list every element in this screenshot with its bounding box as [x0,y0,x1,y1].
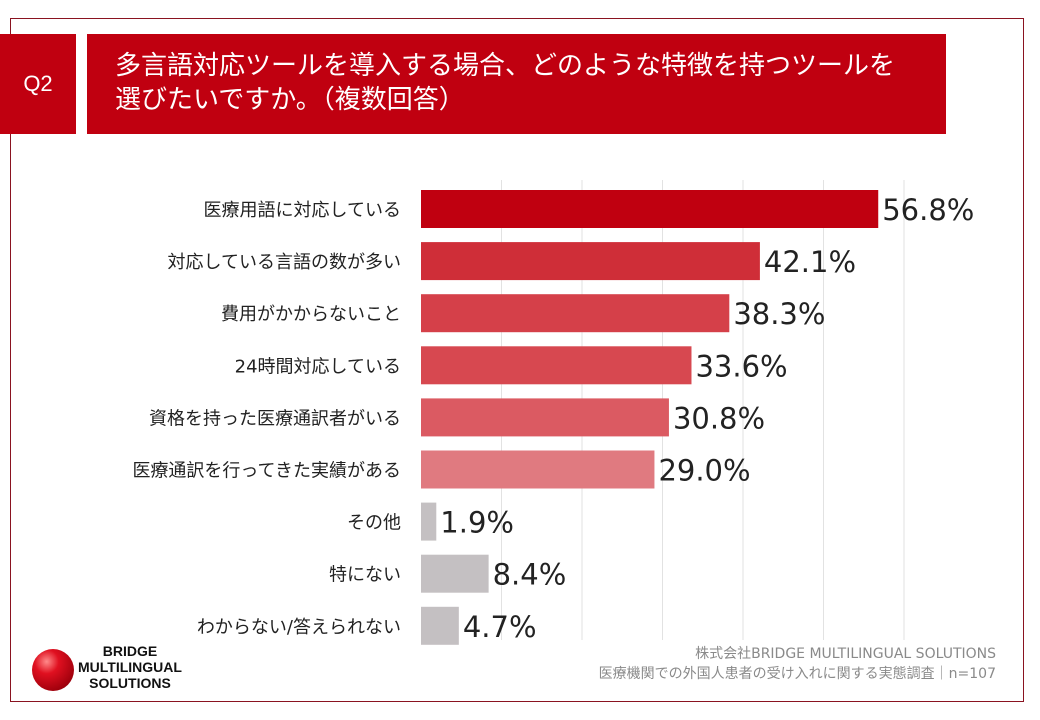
bar [421,294,730,333]
bar [421,502,437,541]
bar [421,606,459,645]
bar [421,242,760,281]
value-label: 38.3% [733,297,825,331]
chart-frame [10,18,1024,702]
value-label: 42.1% [764,245,856,279]
value-label: 4.7% [463,610,537,644]
bar [421,554,489,593]
bar [421,398,669,437]
value-label: 1.9% [440,506,514,540]
logo-line3: SOLUTIONS [89,675,171,691]
category-label: その他 [347,513,401,534]
footer-source: 株式会社BRIDGE MULTILINGUAL SOLUTIONS 医療機関での… [599,644,996,684]
bar-chart: 医療用語に対応している 56.8% 対応している言語の数が多い 42.1% 費用がかから… [132,180,974,645]
bar [421,450,655,489]
value-label: 56.8% [882,193,974,227]
category-label: 24時間対応している [235,356,401,377]
category-label: 特にない [329,565,401,586]
question-text-line1: 多言語対応ツールを導入する場合、どのような特徴を持つツールを [115,51,896,81]
value-label: 33.6% [695,349,787,383]
bar [421,190,879,228]
footer-survey: 医療機関での外国人患者の受け入れに関する実態調査｜n=107 [598,666,996,682]
logo-sphere-icon [32,649,74,691]
category-label: わからない/答えられない [197,617,401,638]
value-label: 29.0% [658,454,750,488]
company-logo: BRIDGE MULTILINGUAL SOLUTIONS [32,643,202,693]
logo-line2: MULTILINGUAL [78,659,182,675]
question-text-line2: 選びたいですか。（複数回答） [115,85,465,115]
question-number: Q2 [0,34,76,134]
logo-text: BRIDGE MULTILINGUAL SOLUTIONS [78,643,182,691]
logo-line1: BRIDGE [102,643,158,659]
question-box: 多言語対応ツールを導入する場合、どのような特徴を持つツールを 選びたいですか。（… [87,34,946,134]
footer-company: 株式会社BRIDGE MULTILINGUAL SOLUTIONS [695,646,996,662]
category-label: 資格を持った医療通訳者がいる [149,408,401,429]
category-label: 対応している言語の数が多い [168,252,401,273]
bar [421,346,692,385]
category-label: 医療用語に対応している [204,200,401,221]
value-label: 30.8% [673,401,765,435]
category-label: 医療通訳を行ってきた実績がある [132,461,401,482]
category-label: 費用がかからないこと [221,304,401,325]
value-label: 8.4% [493,558,567,592]
